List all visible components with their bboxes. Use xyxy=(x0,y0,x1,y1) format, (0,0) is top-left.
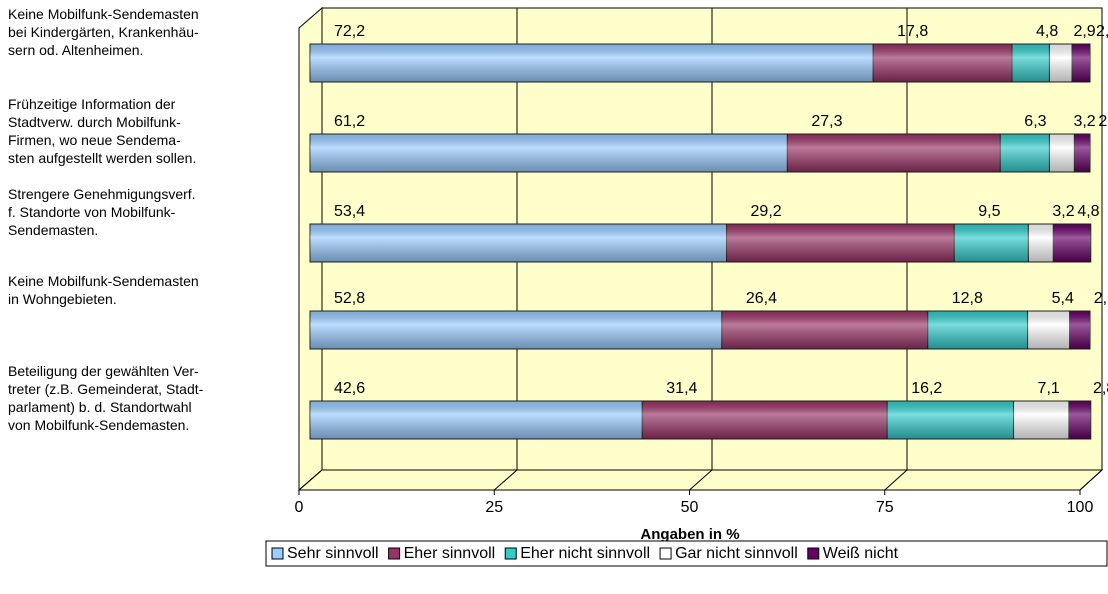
category-label: Strengere Genehmigungsverf. f. Standorte… xyxy=(8,186,196,238)
bar-segment xyxy=(872,43,1013,83)
bar-segment xyxy=(726,223,955,263)
bar-segment xyxy=(1011,43,1050,83)
legend-swatch xyxy=(271,547,284,560)
x-tick-label: 100 xyxy=(1067,499,1094,516)
floor-grid-line xyxy=(493,469,518,491)
floor-grid-line xyxy=(689,469,713,491)
legend-swatch xyxy=(807,547,820,560)
x-axis-label: Angaben in % xyxy=(640,526,739,543)
bar-segment xyxy=(999,133,1050,173)
category-label: Keine Mobilfunk-Sendemasten bei Kindergä… xyxy=(8,6,199,58)
bar-segment xyxy=(721,310,929,350)
value-label: 27,3 xyxy=(811,113,842,130)
x-tick-label: 0 xyxy=(295,499,304,516)
bar-segment xyxy=(309,43,874,83)
value-label: 16,2 xyxy=(911,380,942,397)
legend-label: Eher nicht sinnvoll xyxy=(520,545,650,562)
value-label: 42,6 xyxy=(334,380,365,397)
value-label: 72,2 xyxy=(334,23,365,40)
floor-grid-line xyxy=(298,469,323,491)
x-tick-label: 75 xyxy=(876,499,894,516)
bar-segment xyxy=(1071,43,1091,83)
value-label: 52,8 xyxy=(334,290,365,307)
legend-label: Gar nicht sinnvoll xyxy=(675,545,798,562)
bar-segment xyxy=(641,400,888,440)
value-label: 4,8 xyxy=(1036,23,1058,40)
bar-segment xyxy=(953,223,1029,263)
bar-segment xyxy=(1069,310,1091,350)
value-label: 53,4 xyxy=(334,203,365,220)
bar-segment xyxy=(886,400,1015,440)
value-label: 7,1 xyxy=(1038,380,1060,397)
value-label: 5,4 xyxy=(1052,290,1074,307)
bar-segment xyxy=(1048,43,1073,83)
bar-segment xyxy=(309,400,643,440)
legend-swatch xyxy=(388,547,401,560)
value-label: 26,4 xyxy=(746,290,777,307)
floor-grid-line xyxy=(1079,469,1103,491)
category-label: Keine Mobilfunk-Sendemasten in Wohngebie… xyxy=(8,273,199,307)
value-label: 17,8 xyxy=(897,23,928,40)
value-label: 2,9 xyxy=(1073,23,1095,40)
legend-box xyxy=(265,540,1108,567)
legend-label: Sehr sinnvoll xyxy=(287,545,379,562)
value-label: 3,2 xyxy=(1073,113,1095,130)
bar-segment xyxy=(1027,223,1054,263)
value-label: 2,0 xyxy=(1098,113,1108,130)
bar-segment xyxy=(309,223,728,263)
bar-segment xyxy=(1048,133,1075,173)
floor-grid-line xyxy=(884,469,908,491)
x-tick-label: 25 xyxy=(485,499,503,516)
bar-segment xyxy=(309,310,723,350)
bar-segment xyxy=(927,310,1029,350)
value-label: 4,8 xyxy=(1077,203,1099,220)
bar-segment xyxy=(1013,400,1070,440)
bar-segment xyxy=(786,133,1001,173)
bar-segment xyxy=(309,133,788,173)
value-label: 12,8 xyxy=(952,290,983,307)
value-label: 29,2 xyxy=(751,203,782,220)
category-label: Frühzeitige Information der Stadtverw. d… xyxy=(8,96,197,166)
legend-label: Eher sinnvoll xyxy=(404,545,496,562)
bar-segment xyxy=(1027,310,1071,350)
bar-segment xyxy=(1073,133,1091,173)
value-label: 2,3 xyxy=(1096,23,1108,40)
value-label: 31,4 xyxy=(666,380,697,397)
legend-swatch xyxy=(504,547,517,560)
legend-swatch xyxy=(659,547,672,560)
x-tick-label: 50 xyxy=(681,499,699,516)
legend-label: Weiß nicht xyxy=(823,545,899,562)
category-label: Beteiligung der gewählten Ver- treter (z… xyxy=(8,363,204,433)
value-label: 2,6 xyxy=(1094,290,1108,307)
value-label: 6,3 xyxy=(1024,113,1046,130)
value-label: 9,5 xyxy=(978,203,1000,220)
bar-segment xyxy=(1052,223,1092,263)
value-label: 61,2 xyxy=(334,113,365,130)
bar-segment xyxy=(1068,400,1092,440)
value-label: 2,8 xyxy=(1093,380,1108,397)
value-label: 3,2 xyxy=(1052,203,1074,220)
